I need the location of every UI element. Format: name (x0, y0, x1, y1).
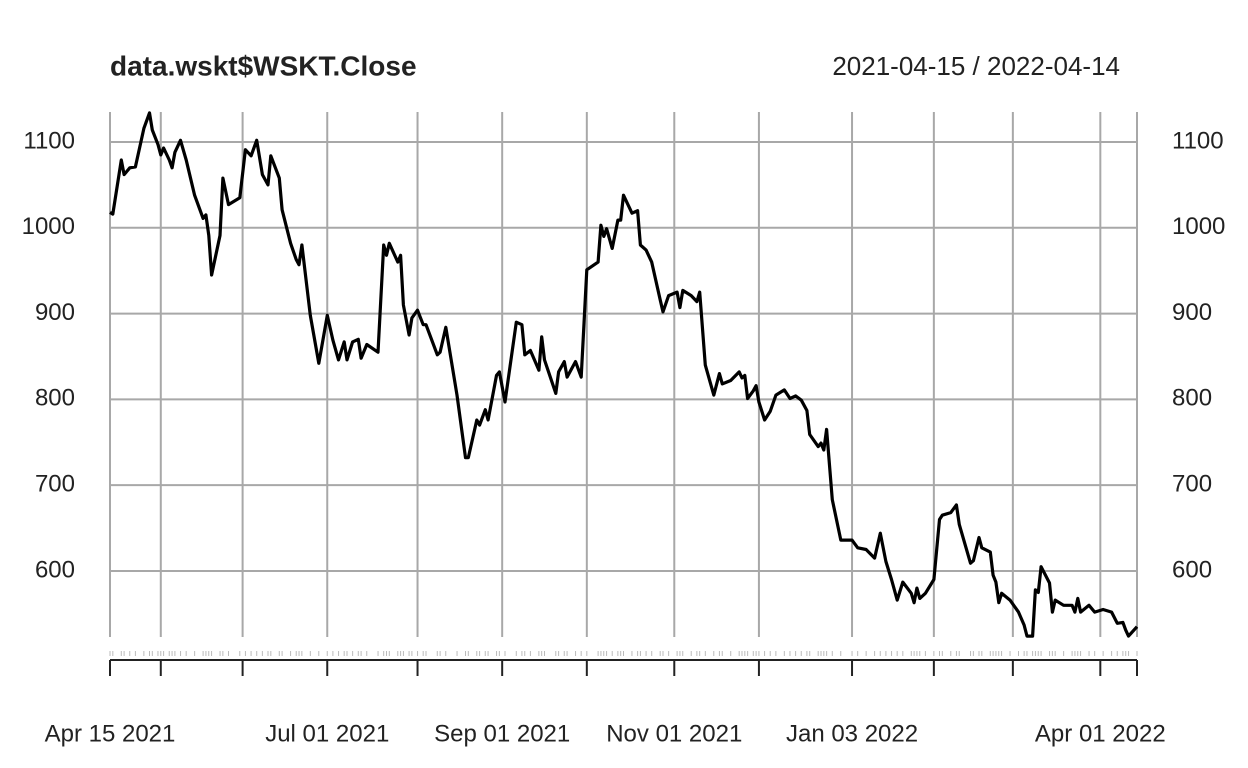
x-tick-label: Jan 03 2022 (786, 720, 918, 747)
y-tick-label-right: 1000 (1172, 213, 1225, 240)
y-tick-label: 900 (35, 299, 75, 326)
chart-subtitle: 2021-04-15 / 2022-04-14 (832, 51, 1120, 81)
x-tick-label: Apr 15 2021 (45, 720, 176, 747)
y-tick-label: 1000 (22, 213, 75, 240)
y-tick-label-right: 700 (1172, 471, 1212, 498)
y-tick-label-right: 800 (1172, 385, 1212, 412)
price-line (109, 111, 1139, 638)
x-tick-label: Jul 01 2021 (265, 720, 389, 747)
y-tick-label-right: 1100 (1172, 127, 1224, 154)
y-tick-label: 800 (35, 385, 75, 412)
y-tick-label: 600 (35, 556, 75, 583)
x-tick-label: Apr 01 2022 (1035, 720, 1166, 747)
y-tick-label-right: 900 (1172, 299, 1212, 326)
y-tick-label: 700 (35, 471, 75, 498)
y-tick-label: 1100 (23, 127, 75, 154)
x-tick-label: Nov 01 2021 (606, 720, 742, 747)
chart-title: data.wskt$WSKT.Close (110, 50, 417, 81)
x-tick-label: Sep 01 2021 (434, 720, 570, 747)
y-tick-label-right: 600 (1172, 556, 1212, 583)
